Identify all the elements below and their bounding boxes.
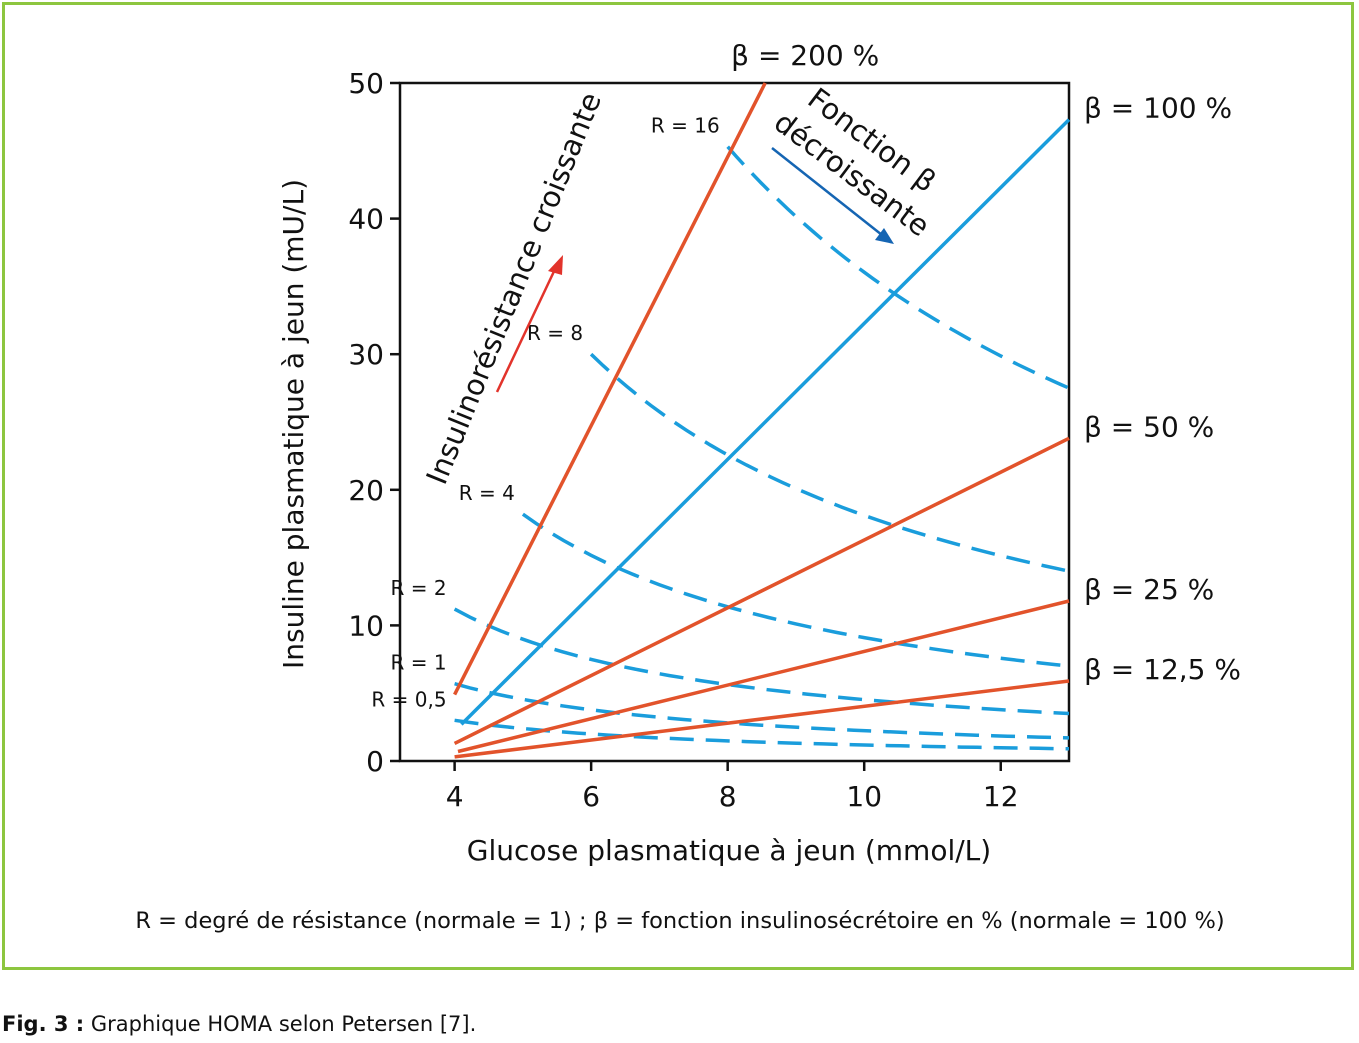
- arrowhead-blue: [875, 228, 894, 244]
- x-tick-label: 10: [846, 780, 882, 813]
- figure-caption: Fig. 3 : Graphique HOMA selon Petersen […: [2, 1012, 476, 1036]
- beta-line-4: [454, 679, 1070, 759]
- beta-function-arrow: [771, 147, 883, 236]
- resistance-label-2: R = 4: [459, 481, 515, 505]
- x-tick-label: 4: [446, 780, 464, 813]
- caption-label: Fig. 3 :: [2, 1012, 85, 1036]
- beta-label-3: β = 25 %: [1084, 573, 1214, 606]
- resistance-label-3: R = 2: [391, 576, 447, 600]
- y-tick-label: 40: [348, 203, 384, 236]
- homa-chart: 4 6 8 10 12 0 10 20 30 40 50 R = 16 R = 8 R = 4 R = 2…: [135, 39, 1241, 934]
- resistance-curve-4: [454, 682, 1070, 740]
- resistance-curve-3: [453, 607, 1070, 716]
- insulin-resistance-arrow: [495, 264, 559, 393]
- x-tick-label: 6: [582, 780, 600, 813]
- figure-frame: [2, 2, 1354, 970]
- resistance-curve-0: [726, 145, 1070, 390]
- insulin-resistance-annotation: Insulinorésistance croissante: [419, 88, 608, 489]
- x-tick-label: 12: [983, 780, 1019, 813]
- beta-line-0: [453, 82, 767, 696]
- legend-note: R = degré de résistance (normale = 1) ; …: [135, 908, 1224, 934]
- y-tick-label: 10: [348, 609, 384, 642]
- x-axis-label: Glucose plasmatique à jeun (mmol/L): [467, 834, 991, 867]
- y-tick-label: 0: [366, 745, 384, 778]
- beta-line-1: [460, 118, 1071, 726]
- caption-text: Graphique HOMA selon Petersen [7].: [84, 1012, 477, 1036]
- arrowhead-red: [548, 255, 563, 275]
- plot-area-frame: [398, 81, 1071, 763]
- resistance-curve-1: [589, 352, 1070, 573]
- beta-label-4: β = 12,5 %: [1084, 653, 1241, 686]
- resistance-curve-2: [521, 512, 1070, 668]
- beta-line-3: [457, 599, 1070, 754]
- y-tick-label: 30: [348, 338, 384, 371]
- resistance-label-4: R = 1: [391, 651, 447, 675]
- resistance-curve-5: [454, 718, 1070, 751]
- y-tick-label: 20: [348, 474, 384, 507]
- y-axis-label: Insuline plasmatique à jeun (mU/L): [277, 179, 310, 669]
- beta-label-1: β = 100 %: [1084, 92, 1232, 125]
- beta-label-2: β = 50 %: [1084, 410, 1214, 443]
- resistance-label-5: R = 0,5: [371, 687, 446, 711]
- resistance-label-1: R = 8: [527, 321, 583, 345]
- beta-label-0: β = 200 %: [731, 39, 879, 72]
- beta-line-2: [453, 436, 1070, 745]
- resistance-label-0: R = 16: [651, 114, 720, 138]
- y-tick-label: 50: [348, 67, 384, 100]
- x-tick-label: 8: [719, 780, 737, 813]
